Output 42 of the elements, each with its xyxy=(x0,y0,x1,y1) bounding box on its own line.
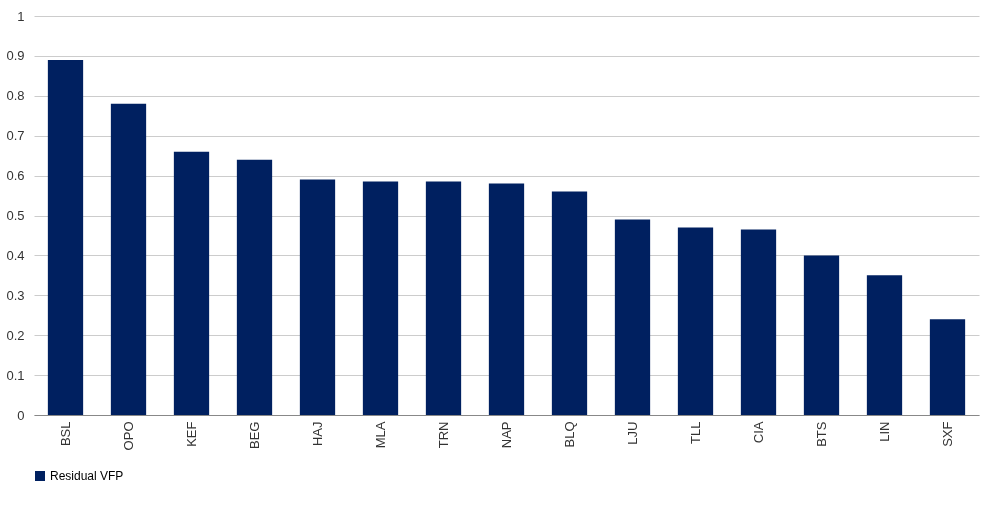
x-tick-label: LIN xyxy=(876,421,892,442)
bar xyxy=(614,219,651,415)
x-tick-label: BEG xyxy=(246,421,262,449)
y-tick-label: 0.4 xyxy=(6,247,25,263)
y-tick-label: 0.8 xyxy=(6,88,25,104)
y-tick-label: 0.5 xyxy=(6,208,25,223)
x-tick-label: BSL xyxy=(57,421,73,447)
bar xyxy=(299,179,336,415)
bar xyxy=(488,183,525,415)
y-tick-label: 1 xyxy=(17,8,25,24)
x-tick-label: KEF xyxy=(183,421,199,447)
x-tick-label: TLL xyxy=(687,421,703,444)
x-tick-label: HAJ xyxy=(309,421,325,447)
x-tick-label: SXF xyxy=(939,421,955,447)
bar xyxy=(866,275,903,415)
y-tick-label: 0.7 xyxy=(6,128,25,144)
bar xyxy=(110,103,147,415)
bar xyxy=(47,59,84,415)
y-tick-label: 0.9 xyxy=(6,48,25,64)
x-tick-label: MLA xyxy=(372,421,388,449)
bar xyxy=(236,159,273,415)
x-tick-label: CIA xyxy=(750,421,766,444)
x-tick-label: BTS xyxy=(813,421,829,447)
y-tick-label: 0.3 xyxy=(6,287,25,303)
bar xyxy=(362,181,399,415)
bar xyxy=(803,255,840,415)
bar xyxy=(425,181,462,415)
x-tick-label: BLQ xyxy=(561,421,577,448)
x-tick-label: TRN xyxy=(435,421,451,449)
bar xyxy=(740,229,777,415)
bar xyxy=(551,191,588,415)
y-tick-label: 0.1 xyxy=(6,367,25,383)
y-tick-label: 0.2 xyxy=(6,327,25,343)
y-tick-label: 0 xyxy=(17,407,25,423)
bar xyxy=(677,227,714,415)
bar xyxy=(173,151,210,415)
x-tick-label: LJU xyxy=(624,421,640,445)
legend-label: Residual VFP xyxy=(50,469,124,483)
bar xyxy=(929,319,966,415)
y-tick-label: 0.6 xyxy=(6,168,25,184)
x-tick-label: NAP xyxy=(498,421,514,449)
x-tick-label: OPO xyxy=(120,421,136,451)
